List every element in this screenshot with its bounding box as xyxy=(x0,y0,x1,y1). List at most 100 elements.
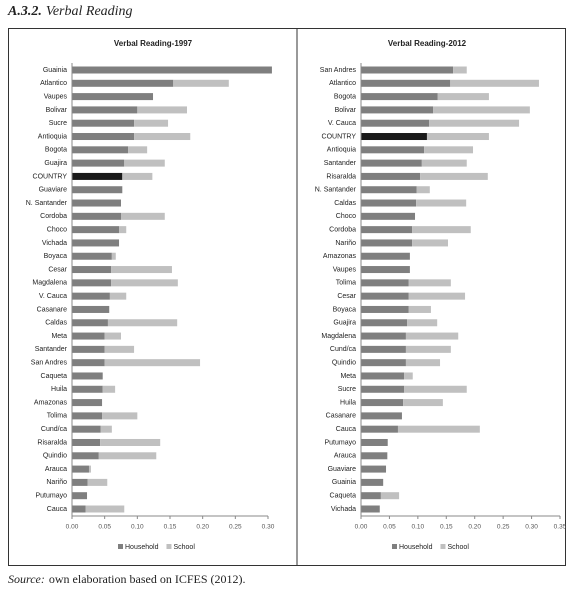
bar-segment xyxy=(72,372,103,380)
bar-segment xyxy=(72,146,129,154)
category-label: COUNTRY xyxy=(33,173,68,180)
category-label: Huila xyxy=(340,399,356,406)
legend-swatch xyxy=(392,544,397,549)
bar-segment xyxy=(361,172,421,180)
category-label: Choco xyxy=(47,226,67,233)
bar-segment xyxy=(453,66,467,74)
category-label: V. Cauca xyxy=(39,293,67,300)
source-note: Source: own elaboration based on ICFES (2… xyxy=(8,572,246,586)
bar-segment xyxy=(405,359,441,367)
category-label: Vaupes xyxy=(44,93,68,100)
category-label: Magdalena xyxy=(321,333,356,340)
bar-segment xyxy=(405,332,459,340)
category-label: Tolima xyxy=(47,413,67,420)
bar-segment xyxy=(173,79,229,87)
bar-segment xyxy=(433,106,530,114)
category-label: Cesar xyxy=(337,293,356,300)
category-label: N. Santander xyxy=(26,200,68,207)
category-label: Atlantico xyxy=(40,80,67,87)
bar-segment xyxy=(85,505,125,513)
category-label: Sucre xyxy=(49,120,67,127)
category-label: Meta xyxy=(51,333,67,340)
bar-segment xyxy=(361,226,413,234)
bar-segment xyxy=(72,505,86,513)
bar-segment xyxy=(404,385,467,393)
bar-segment xyxy=(361,239,413,247)
source-label: Source: xyxy=(8,572,45,586)
bar-segment xyxy=(408,292,466,300)
bar-segment xyxy=(119,226,127,234)
category-label: Guajira xyxy=(44,160,67,167)
chart-title: Verbal Reading-1997 xyxy=(114,39,193,48)
category-label: Bogota xyxy=(45,147,67,154)
category-label: Cesar xyxy=(48,266,67,273)
bar-segment xyxy=(102,385,116,393)
bar-segment xyxy=(408,305,431,313)
category-label: Putumayo xyxy=(324,439,356,446)
bar-segment xyxy=(100,438,161,446)
bar-segment xyxy=(111,252,116,260)
category-label: Casanare xyxy=(326,413,356,420)
bar-segment xyxy=(72,93,154,101)
bar-segment xyxy=(361,399,404,407)
bar-segment xyxy=(98,452,157,460)
bar-segment xyxy=(72,345,105,353)
bar-segment xyxy=(72,425,101,433)
bar-segment xyxy=(437,93,489,101)
category-label: Meta xyxy=(340,373,356,380)
legend-label: School xyxy=(173,544,195,551)
category-label: Huila xyxy=(51,386,67,393)
bar-segment xyxy=(107,319,178,327)
category-label: Quindio xyxy=(43,453,67,460)
bar-segment xyxy=(361,186,417,194)
category-label: Vaupes xyxy=(333,266,357,273)
bar-segment xyxy=(111,266,172,274)
figure-header: A.3.2. Verbal Reading xyxy=(7,4,133,19)
bar-segment xyxy=(361,266,410,274)
bar-segment xyxy=(134,133,191,141)
bar-segment xyxy=(361,478,384,486)
category-label: Vichada xyxy=(331,506,356,513)
x-tick-label: 0.30 xyxy=(262,524,275,531)
category-label: COUNTRY xyxy=(322,133,357,140)
bar-segment xyxy=(412,239,448,247)
bar-segment xyxy=(72,199,121,207)
category-label: Antioquia xyxy=(38,133,67,140)
category-label: Antioquia xyxy=(327,147,356,154)
category-label: Casanare xyxy=(37,306,67,313)
bar-segment xyxy=(387,452,388,460)
x-tick-label: 0.25 xyxy=(497,524,510,531)
bar-segment xyxy=(87,478,108,486)
bar-segment xyxy=(72,239,120,247)
bar-segment xyxy=(109,292,127,300)
bar-segment xyxy=(361,146,425,154)
bar-segment xyxy=(72,79,174,87)
category-label: Risaralda xyxy=(37,439,67,446)
source-text: own elaboration based on ICFES (2012). xyxy=(49,572,246,586)
bar-segment xyxy=(412,226,471,234)
x-tick-label: 0.10 xyxy=(131,524,144,531)
bar-segment xyxy=(361,66,454,74)
category-label: Caqueta xyxy=(41,373,68,380)
bar-segment xyxy=(416,186,430,194)
bar-segment xyxy=(405,345,451,353)
bar-segment xyxy=(72,66,272,74)
category-label: N. Santander xyxy=(315,187,357,194)
category-label: Guaviare xyxy=(328,466,357,473)
bar-segment xyxy=(104,345,135,353)
bar-segment xyxy=(361,452,388,460)
bar-segment xyxy=(361,119,430,127)
x-tick-label: 0.00 xyxy=(66,524,79,531)
bar-segment xyxy=(72,292,110,300)
x-tick-label: 0.20 xyxy=(196,524,209,531)
bar-segment xyxy=(361,412,402,420)
bar-segment xyxy=(111,279,178,287)
bar-segment xyxy=(72,438,101,446)
bar-segment xyxy=(72,106,138,114)
bar-segment xyxy=(72,266,112,274)
bar-segment xyxy=(361,199,417,207)
bar-segment xyxy=(361,359,406,367)
bar-segment xyxy=(102,412,138,420)
x-tick-label: 0.00 xyxy=(355,524,368,531)
